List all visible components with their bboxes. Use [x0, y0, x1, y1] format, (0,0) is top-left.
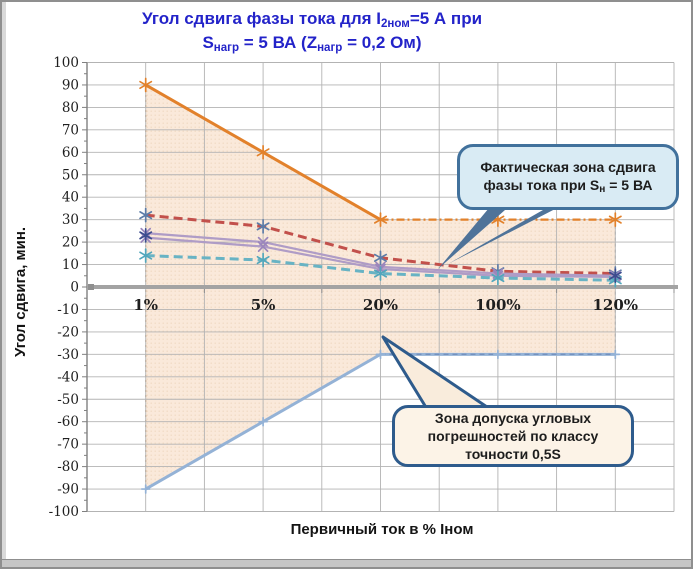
- svg-text:-10: -10: [57, 302, 79, 318]
- svg-text:90: 90: [62, 77, 79, 93]
- svg-text:100: 100: [53, 55, 79, 71]
- chart-title-line1: Угол сдвига фазы тока для I2ном=5 А при: [141, 9, 483, 31]
- svg-text:20%: 20%: [363, 296, 398, 314]
- svg-text:-100: -100: [49, 504, 79, 520]
- chart-title-line2: Sнагр = 5 ВА (Zнагр = 0,2 Ом): [202, 32, 422, 54]
- svg-text:1%: 1%: [133, 296, 158, 314]
- svg-text:10: 10: [62, 257, 79, 273]
- svg-text:-50: -50: [57, 392, 79, 408]
- svg-text:-60: -60: [57, 414, 79, 430]
- svg-text:0: 0: [70, 280, 79, 296]
- annotation-tolerance-zone-text: Зона допуска угловых погрешностей по кла…: [427, 409, 599, 463]
- svg-text:30: 30: [62, 212, 79, 228]
- svg-text:60: 60: [62, 145, 79, 161]
- annotation-tolerance-zone: Зона допуска угловых погрешностей по кла…: [392, 405, 634, 467]
- annotation-actual-zone: Фактическая зона сдвига фазы тока при Sн…: [457, 144, 679, 210]
- svg-text:-30: -30: [57, 347, 79, 363]
- svg-text:70: 70: [62, 122, 79, 138]
- svg-text:20: 20: [62, 235, 79, 251]
- annotation-actual-zone-text: Фактическая зона сдвига фазы тока при Sн…: [480, 158, 656, 196]
- svg-text:40: 40: [62, 190, 79, 206]
- svg-text:-80: -80: [57, 459, 79, 475]
- svg-text:-70: -70: [57, 437, 79, 453]
- svg-text:100%: 100%: [475, 296, 521, 314]
- svg-text:120%: 120%: [593, 296, 639, 314]
- svg-text:-20: -20: [57, 324, 79, 340]
- svg-text:50: 50: [62, 167, 79, 183]
- chart-title: Угол сдвига фазы тока для I2ном=5 А при …: [2, 8, 622, 55]
- frame-bottom-edge: [2, 559, 691, 567]
- svg-text:80: 80: [62, 100, 79, 116]
- series-actual-shift-min: [145, 254, 616, 282]
- frame-left-edge: [2, 2, 6, 567]
- svg-text:5%: 5%: [251, 296, 276, 314]
- y-axis-title: Угол сдвига, мин.: [12, 226, 29, 358]
- annotation-actual-zone-pointer: [438, 208, 505, 269]
- svg-text:-40: -40: [57, 369, 79, 385]
- x-axis-title: Первичный ток в % Iном: [290, 521, 474, 538]
- svg-text:-90: -90: [57, 482, 79, 498]
